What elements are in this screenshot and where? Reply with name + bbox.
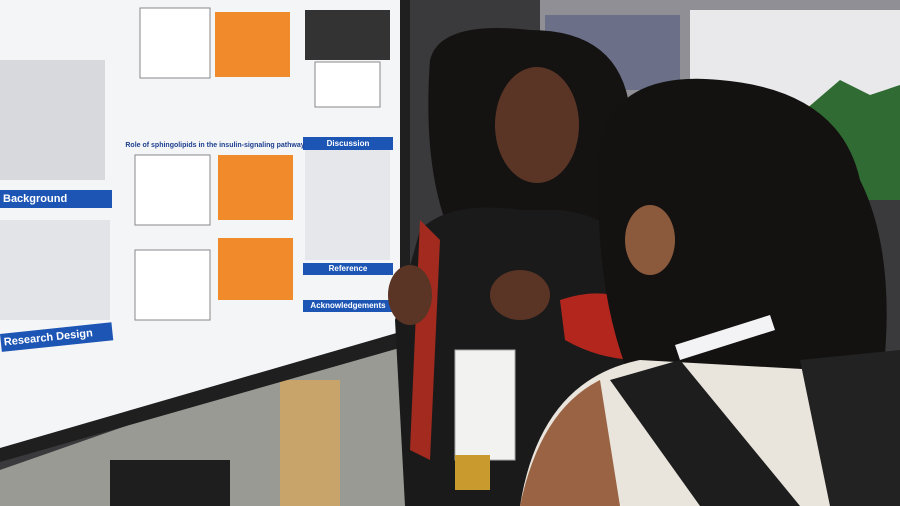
- lanyard: [675, 315, 775, 360]
- section-heading: Discussion: [327, 139, 370, 148]
- backpack-strap: [610, 360, 800, 506]
- header-bar: [0, 322, 114, 352]
- text-block: [0, 60, 105, 180]
- hand: [388, 265, 432, 325]
- ribbon: [455, 455, 490, 490]
- text-block: [305, 150, 390, 260]
- graph: [314, 61, 381, 108]
- microscopy: [305, 10, 390, 60]
- ear: [625, 205, 675, 275]
- table: [218, 238, 293, 300]
- shoulder: [520, 380, 620, 506]
- backpack: [800, 350, 900, 506]
- table: [218, 155, 293, 220]
- figure: [139, 7, 211, 79]
- section-heading: Acknowledgements: [310, 301, 386, 310]
- hair: [598, 78, 887, 400]
- name-badge: [454, 349, 516, 461]
- shoes: [110, 460, 230, 506]
- legs: [280, 380, 340, 506]
- header-bar: [303, 263, 393, 275]
- section-heading: Background: [3, 193, 67, 205]
- hand: [490, 270, 550, 320]
- table: [215, 12, 290, 77]
- header-bar: [303, 137, 393, 150]
- subheading: Role of sphingolipids in the insulin-sig…: [125, 142, 304, 149]
- header-bar: [0, 190, 112, 208]
- survival-plot: [134, 154, 211, 226]
- section-heading: Reference: [329, 264, 368, 273]
- header-bar: [303, 300, 393, 312]
- survival-plot: [134, 249, 211, 321]
- text-block: [0, 220, 110, 320]
- face: [495, 67, 579, 183]
